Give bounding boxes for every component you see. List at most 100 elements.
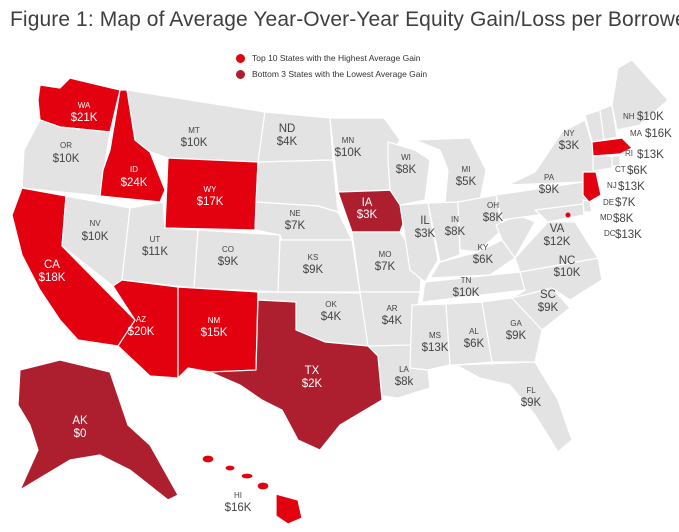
- label-ny-name: NY: [563, 129, 575, 138]
- label-ri-value: $13K: [637, 149, 664, 161]
- label-or-name: OR: [60, 141, 72, 150]
- label-md-name: MD: [600, 213, 613, 222]
- state-shape-hi-1[interactable]: [201, 454, 215, 464]
- state-shape-il[interactable]: [399, 202, 439, 283]
- label-nc-name: NC: [559, 255, 576, 267]
- label-sc-name: SC: [540, 289, 556, 301]
- label-ne-value: $7K: [285, 220, 306, 232]
- legend-item-bottom-3: Bottom 3 States with the Lowest Average …: [236, 66, 427, 82]
- label-al-name: AL: [469, 327, 479, 336]
- label-ia-name: IA: [362, 197, 373, 209]
- label-ga-name: GA: [510, 319, 522, 328]
- label-va-name: VA: [550, 223, 565, 235]
- label-mt-name: MT: [188, 126, 200, 135]
- label-ca-value: $18K: [39, 272, 66, 284]
- legend-item-top-10: Top 10 States with the Highest Average G…: [236, 50, 427, 66]
- state-shape-ms[interactable]: [409, 303, 451, 371]
- label-oh-value: $8K: [483, 212, 504, 224]
- label-co-name: CO: [222, 245, 234, 254]
- map-legend: Top 10 States with the Highest Average G…: [236, 50, 427, 82]
- state-shape-wa[interactable]: [37, 77, 121, 133]
- label-dc-value: $13K: [615, 229, 642, 241]
- label-wa-name: WA: [78, 101, 91, 110]
- label-ak-name: AK: [72, 415, 88, 427]
- label-mi-name: MI: [462, 165, 471, 174]
- label-ut-value: $11K: [142, 246, 168, 258]
- label-mn-value: $10K: [335, 147, 362, 159]
- state-shape-wi[interactable]: [387, 141, 431, 206]
- label-ok-name: OK: [325, 300, 337, 309]
- state-shape-nc[interactable]: [511, 257, 603, 301]
- state-shape-nh[interactable]: [599, 104, 618, 141]
- state-shape-hi-4[interactable]: [256, 481, 270, 491]
- label-ga-value: $9K: [506, 330, 527, 342]
- legend-swatch-top: [236, 53, 245, 63]
- label-ak-value: $0: [74, 428, 87, 440]
- label-la-value: $8k: [395, 376, 414, 388]
- label-al-value: $6K: [464, 338, 485, 350]
- label-ct-name: CT: [615, 165, 626, 174]
- label-mi-value: $5K: [456, 176, 477, 188]
- label-ca-name: CA: [44, 259, 60, 271]
- legend-label-top: Top 10 States with the Highest Average G…: [252, 53, 421, 63]
- dc-marker: [565, 212, 571, 218]
- label-id-name: ID: [130, 165, 138, 174]
- label-ma-value: $16K: [645, 128, 672, 140]
- state-shape-hi-2[interactable]: [224, 464, 236, 472]
- label-tn-name: TN: [461, 276, 472, 285]
- label-nj-name: NJ: [607, 181, 617, 190]
- state-shape-ak[interactable]: [17, 359, 179, 501]
- map-title: Figure 1: Map of Average Year-Over-Year …: [10, 8, 679, 31]
- label-hi-name: HI: [234, 491, 242, 500]
- label-ut-name: UT: [150, 235, 161, 244]
- state-shape-al[interactable]: [445, 301, 493, 366]
- state-shape-hi-5[interactable]: [275, 493, 303, 525]
- label-mt-value: $10K: [181, 137, 208, 149]
- label-nm-name: NM: [208, 316, 221, 325]
- label-tn-value: $10K: [453, 287, 480, 299]
- label-nj-value: $13K: [618, 181, 645, 193]
- state-shape-in[interactable]: [427, 201, 461, 263]
- label-fl-name: FL: [526, 386, 536, 395]
- label-nh-name: NH: [623, 112, 635, 121]
- label-tx-name: TX: [305, 365, 320, 377]
- label-sc-value: $9K: [538, 302, 559, 314]
- label-ct-value: $6K: [627, 165, 648, 177]
- label-la-name: LA: [399, 365, 409, 374]
- label-nv-value: $10K: [82, 231, 109, 243]
- label-il-name: IL: [420, 215, 430, 227]
- state-shape-wy[interactable]: [164, 157, 259, 231]
- state-shape-hi-3[interactable]: [240, 472, 254, 480]
- label-oh-name: OH: [487, 201, 499, 210]
- label-ky-value: $6K: [473, 254, 494, 266]
- state-shape-nj[interactable]: [582, 171, 602, 203]
- label-pa-name: PA: [544, 173, 555, 182]
- state-shape-md[interactable]: [534, 203, 585, 223]
- state-shape-me[interactable]: [611, 59, 669, 131]
- label-az-name: AZ: [136, 315, 146, 324]
- label-ks-name: KS: [308, 253, 319, 262]
- state-shape-de[interactable]: [582, 199, 593, 213]
- label-mo-name: MO: [379, 250, 392, 259]
- label-wi-name: WI: [401, 153, 411, 162]
- label-ia-value: $3K: [357, 209, 378, 221]
- state-shape-ri[interactable]: [611, 155, 621, 167]
- state-shape-oh[interactable]: [457, 194, 503, 253]
- state-shape-ma[interactable]: [591, 137, 633, 157]
- label-nc-value: $10K: [554, 267, 581, 279]
- state-shape-ct[interactable]: [592, 155, 613, 172]
- label-ne-name: NE: [289, 209, 300, 218]
- label-ar-value: $4K: [382, 315, 403, 327]
- label-tx-value: $2K: [302, 378, 323, 390]
- state-labels: WA $21K OR $10K CA $18K ID $24K NV $10K …: [39, 101, 673, 514]
- state-shape-fl[interactable]: [455, 361, 573, 453]
- label-ok-value: $4K: [321, 311, 342, 323]
- state-shape-va[interactable]: [514, 221, 599, 273]
- state-shape-tx[interactable]: [209, 299, 383, 451]
- label-ma-name: MA: [630, 129, 643, 138]
- label-ms-value: $13K: [422, 342, 449, 354]
- label-fl-value: $9K: [521, 397, 542, 409]
- label-de-value: $7K: [615, 197, 636, 209]
- label-ms-name: MS: [429, 331, 441, 340]
